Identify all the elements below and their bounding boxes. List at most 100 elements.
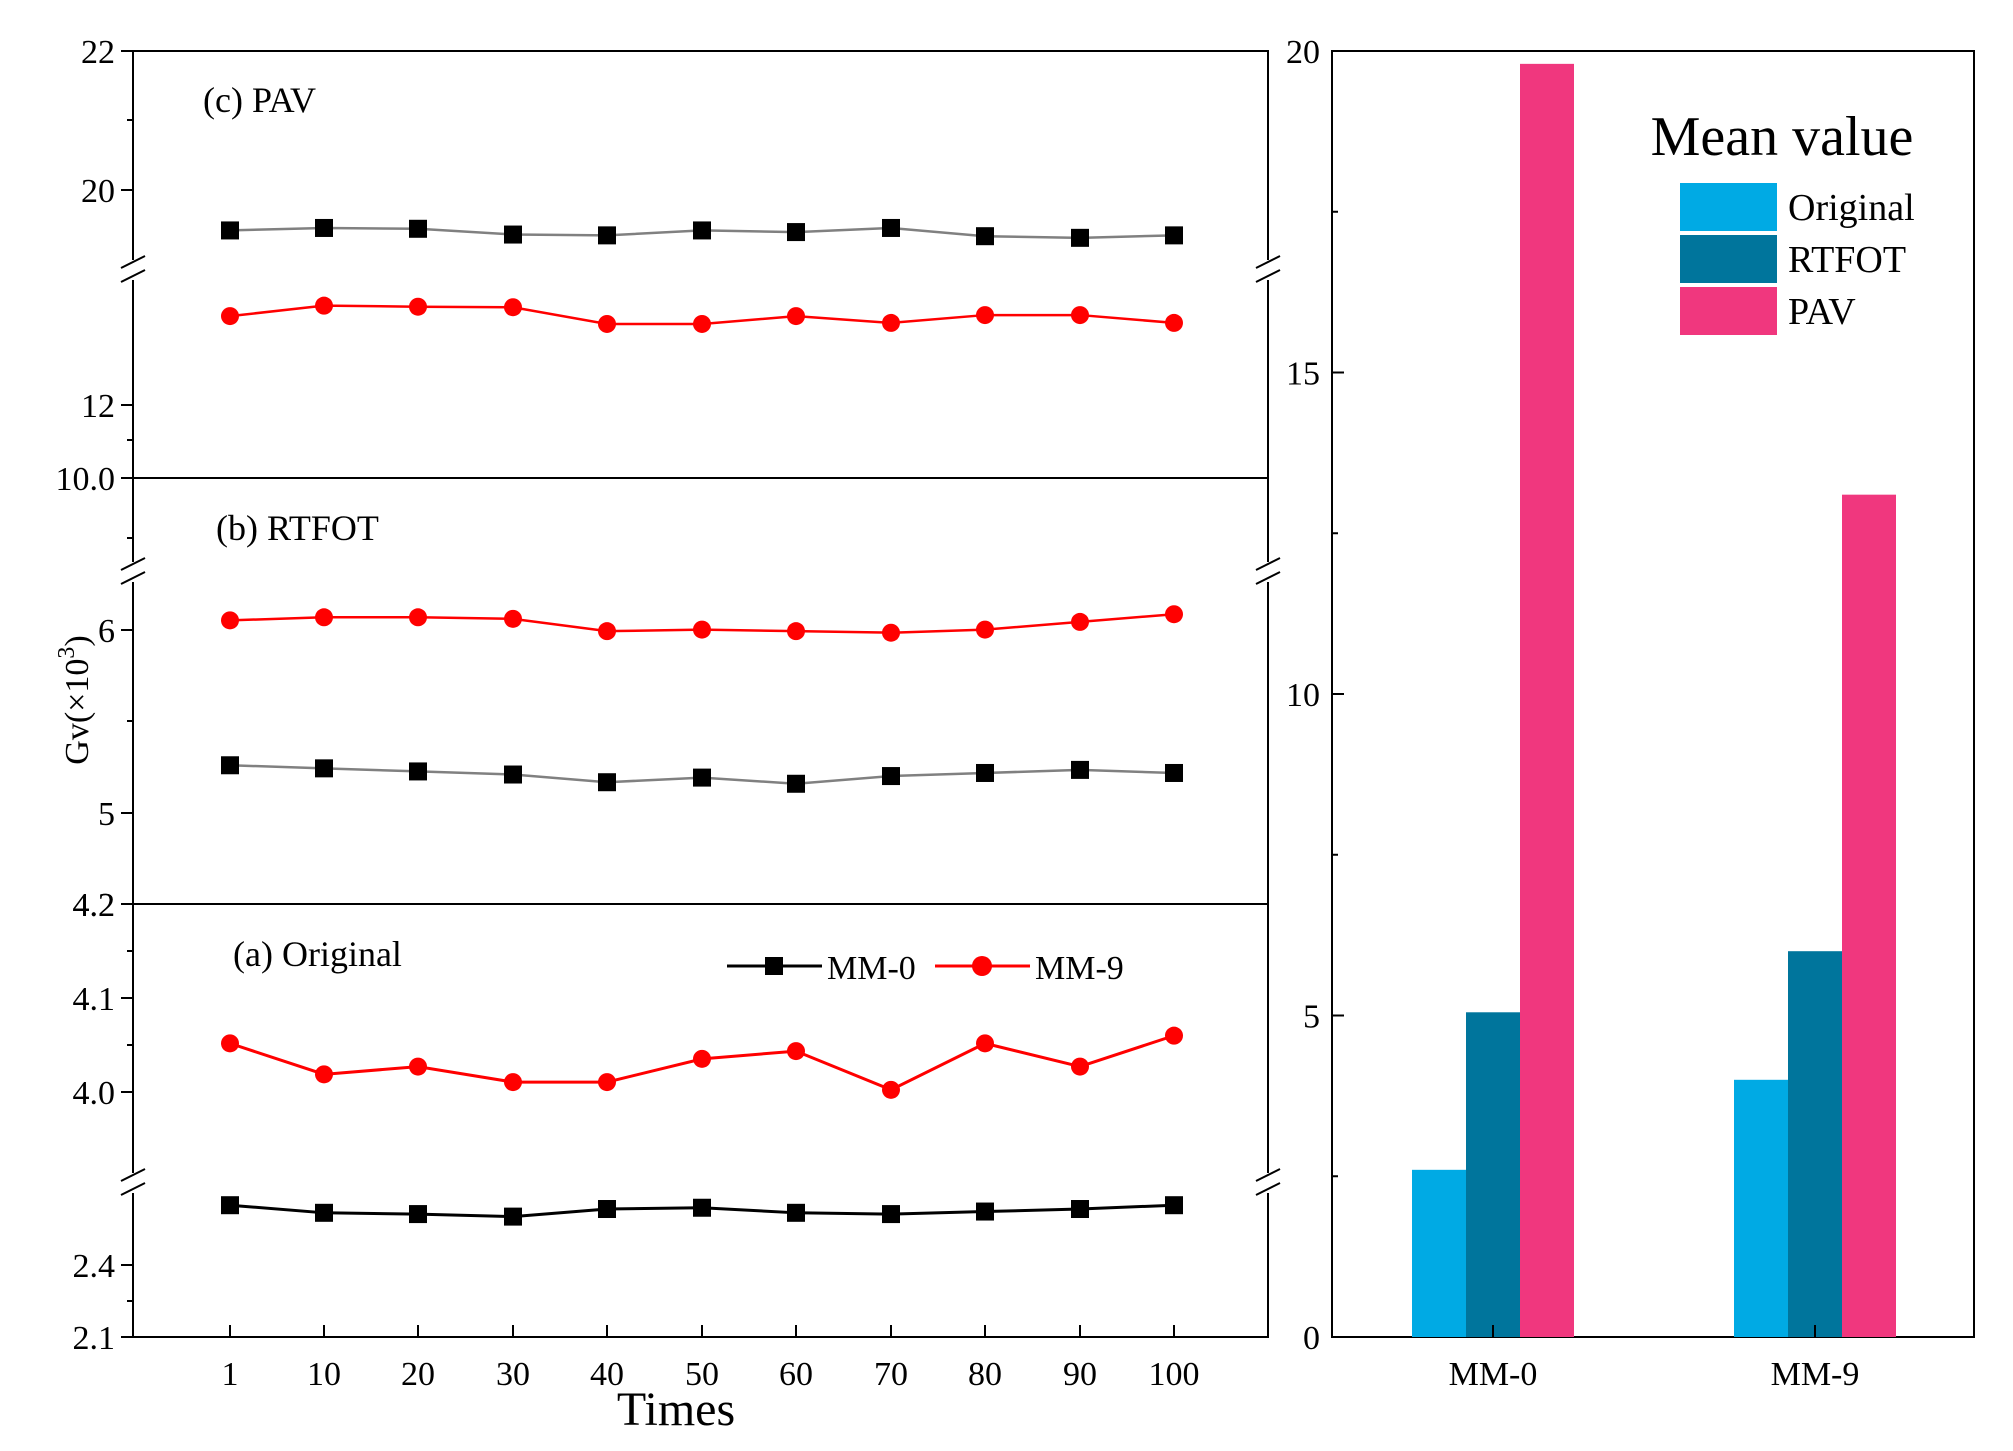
- data-point-mm-0: [221, 1196, 239, 1215]
- data-point-mm-9: [976, 1034, 994, 1053]
- data-point-mm-9: [1165, 1026, 1183, 1045]
- data-point-mm-0: [221, 221, 239, 240]
- bar-rtfot-mm-0: [1466, 1012, 1520, 1337]
- legend-swatch-original: [1680, 183, 1777, 231]
- axis-break-mark: [1255, 557, 1281, 571]
- panel-bottom: 4.2 4.1 4.0 2.4 2.1 (a) Original: [73, 887, 1281, 1357]
- x-tick-label: 30: [496, 1356, 530, 1393]
- legend-swatch-rtfot: [1680, 235, 1777, 283]
- y-tick-label: 4.0: [73, 1075, 116, 1112]
- data-point-mm-9: [882, 1080, 900, 1099]
- panel-label: (c) PAV: [203, 80, 316, 120]
- axis-break-mark: [120, 557, 146, 571]
- data-point-mm-9: [315, 296, 333, 315]
- bar-original-mm-0: [1412, 1169, 1466, 1337]
- data-point-mm-9: [882, 313, 900, 332]
- data-point-mm-0: [1165, 763, 1183, 782]
- data-point-mm-0: [315, 1203, 333, 1222]
- y-axis-title-exponent: 3: [54, 647, 80, 659]
- y-tick-label: 4.2: [73, 887, 116, 924]
- data-point-mm-9: [221, 611, 239, 630]
- mean-value-bar-chart: 0 5 10 15 20 MM-0 MM-9 Mean value Original RTFOT P…: [1286, 34, 1975, 1393]
- data-point-mm-0: [976, 1202, 994, 1221]
- data-point-mm-9: [787, 622, 805, 641]
- y-tick-label: 15: [1286, 356, 1320, 393]
- data-point-mm-9: [1165, 313, 1183, 332]
- data-point-mm-9: [409, 1057, 427, 1076]
- data-point-mm-0: [598, 1200, 616, 1219]
- data-point-mm-9: [693, 620, 711, 639]
- y-tick-label: 12: [81, 388, 115, 425]
- data-point-mm-0: [315, 218, 333, 237]
- data-point-mm-0: [787, 223, 805, 242]
- data-point-mm-0: [504, 1207, 522, 1226]
- data-point-mm-0: [1071, 228, 1089, 247]
- y-tick-label: 10: [1286, 677, 1320, 714]
- x-tick-label: MM-9: [1771, 1356, 1860, 1393]
- axis-break-mark: [120, 1182, 146, 1196]
- data-point-mm-0: [409, 762, 427, 781]
- data-point-mm-9: [787, 307, 805, 326]
- data-point-mm-0: [221, 756, 239, 775]
- data-point-mm-0: [1071, 1200, 1089, 1219]
- panel-top: 22 20 12 10.0 (c) PAV: [56, 34, 1281, 498]
- axis-break-mark: [120, 269, 146, 283]
- legend-label: MM-0: [827, 950, 916, 987]
- plot-frame: [132, 50, 1269, 1338]
- panel-middle: 6 5 4.2 (b) RTFOT: [73, 508, 1281, 924]
- x-tick-label: 70: [874, 1356, 908, 1393]
- data-point-mm-9: [409, 608, 427, 627]
- x-axis-title: Times: [617, 1383, 735, 1436]
- data-point-mm-9: [882, 623, 900, 642]
- panel-label: (b) RTFOT: [216, 508, 379, 548]
- data-point-mm-0: [787, 774, 805, 793]
- data-point-mm-9: [1165, 605, 1183, 624]
- x-tick-label: 10: [307, 1356, 341, 1393]
- bar-legend: Mean value Original RTFOT PAV: [1651, 106, 1915, 335]
- x-tick-label: 40: [590, 1356, 624, 1393]
- data-point-mm-9: [315, 1065, 333, 1084]
- data-point-mm-0: [409, 219, 427, 238]
- legend-title: Mean value: [1651, 106, 1914, 168]
- y-tick-label: 20: [1286, 34, 1320, 71]
- data-point-mm-9: [504, 1073, 522, 1092]
- y-tick-label: 4.1: [73, 981, 116, 1018]
- axis-break-mark: [1255, 571, 1281, 585]
- data-point-mm-9: [598, 314, 616, 333]
- axis-break-mark: [120, 1168, 146, 1182]
- legend-label: PAV: [1788, 291, 1856, 333]
- x-tick-label: MM-0: [1449, 1356, 1538, 1393]
- line-legend: MM-0 MM-9: [727, 950, 1124, 987]
- data-point-mm-0: [409, 1205, 427, 1224]
- y-tick-label: 10.0: [56, 461, 116, 498]
- data-point-mm-9: [976, 306, 994, 325]
- x-tick-label: 60: [779, 1356, 813, 1393]
- bar-original-mm-9: [1734, 1079, 1788, 1337]
- legend-label: Original: [1788, 187, 1915, 229]
- data-point-mm-0: [1071, 760, 1089, 779]
- y-tick-label: 20: [81, 173, 115, 210]
- data-point-mm-0: [882, 767, 900, 786]
- y-axis-title-close: ): [59, 635, 96, 646]
- legend-label: RTFOT: [1788, 239, 1906, 281]
- data-point-mm-0: [504, 225, 522, 244]
- axis-break-mark: [120, 255, 146, 269]
- y-tick-label: 0: [1303, 1320, 1320, 1357]
- y-axis-title: Gv(×103): [54, 635, 96, 764]
- y-tick-label: 5: [1303, 999, 1320, 1036]
- y-axis-title-main: Gv(×10: [59, 659, 96, 765]
- data-point-mm-9: [693, 1049, 711, 1068]
- data-point-mm-0: [1165, 226, 1183, 245]
- axis-break-mark: [1255, 255, 1281, 269]
- data-point-mm-9: [693, 314, 711, 333]
- bar-rtfot-mm-9: [1788, 951, 1842, 1337]
- data-point-mm-0: [787, 1203, 805, 1222]
- data-point-mm-0: [315, 759, 333, 778]
- panel-label: (a) Original: [233, 934, 402, 974]
- data-point-mm-9: [976, 620, 994, 639]
- data-point-mm-9: [1071, 306, 1089, 325]
- x-tick-label: 20: [401, 1356, 435, 1393]
- data-point-mm-9: [221, 1034, 239, 1053]
- axis-break-mark: [120, 571, 146, 585]
